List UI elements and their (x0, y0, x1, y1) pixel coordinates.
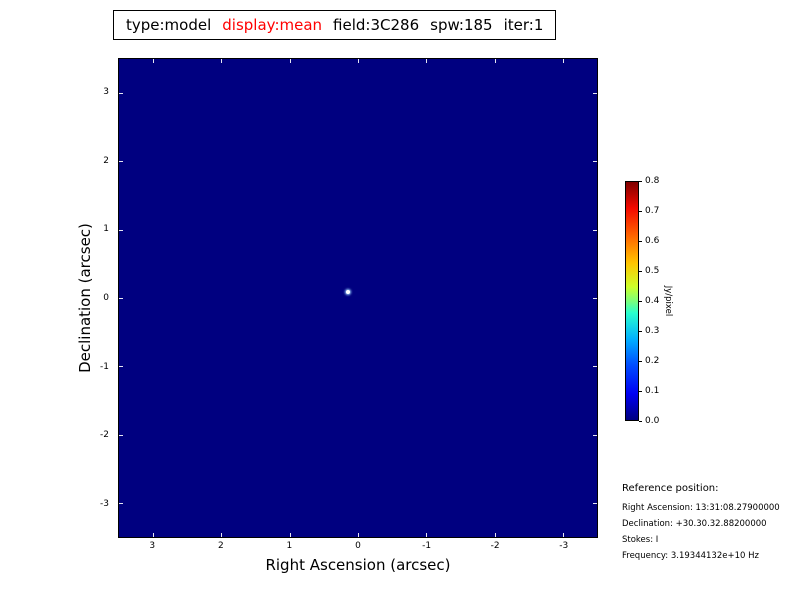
axis-tick-mark (426, 533, 428, 537)
axis-tick-mark (426, 59, 428, 63)
axis-tick-mark (119, 229, 123, 231)
x-tick-label: -3 (559, 541, 569, 551)
y-tick-label: 3 (103, 87, 109, 98)
axis-tick-mark (221, 533, 223, 537)
axis-tick-mark (153, 533, 155, 537)
plot-title-box: type:model display:mean field:3C286 spw:185… (113, 10, 557, 40)
point-source (345, 290, 350, 295)
y-tick-label: -3 (100, 498, 109, 509)
axis-tick-mark (593, 298, 597, 299)
axis-tick-mark (153, 59, 155, 63)
colorbar-tick-mark (639, 421, 642, 422)
y-tick-label: -1 (100, 361, 109, 372)
colorbar (625, 181, 639, 421)
y-tick-label: 2 (103, 155, 109, 166)
colorbar-tick-mark (639, 181, 642, 182)
axis-tick-mark (593, 229, 597, 231)
axis-tick-mark (494, 59, 496, 63)
title-type: type:model (126, 16, 212, 34)
colorbar-tick-mark (639, 271, 642, 272)
colorbar-tick-label: 0.5 (645, 266, 660, 276)
axis-tick-mark (358, 533, 359, 537)
axis-tick-mark (289, 533, 291, 537)
colorbar-tick-labels: 0.8 0.7 0.6 0.5 0.4 0.3 0.2 0.1 0.0 (645, 176, 679, 426)
colorbar-tick-mark (639, 211, 642, 212)
axis-tick-mark (119, 434, 123, 436)
reference-heading: Reference position: (622, 483, 719, 494)
colorbar-tick-mark (639, 241, 642, 242)
colorbar-tick-label: 0.8 (645, 176, 660, 186)
colorbar-unit-label: Jy/pixel (663, 285, 673, 317)
reference-frequency: Frequency: 3.19344132e+10 Hz (622, 551, 759, 561)
axis-tick-mark (358, 59, 359, 63)
colorbar-tick-label: 0.6 (645, 236, 660, 246)
title-iter: iter:1 (503, 16, 544, 34)
x-tick-label: 3 (149, 541, 156, 551)
axis-tick-mark (119, 366, 123, 368)
y-axis-tick-labels: 3 2 1 0 -1 -2 -3 (70, 58, 114, 538)
title-display: display:mean (222, 16, 323, 34)
colorbar-tick-mark (639, 361, 642, 362)
colorbar-tick-label: 0.3 (645, 326, 660, 336)
x-axis-label: Right Ascension (arcsec) (265, 556, 451, 574)
colorbar-tick-label: 0.7 (645, 206, 660, 216)
reference-dec: Declination: +30.30.32.88200000 (622, 519, 767, 529)
axis-tick-mark (593, 366, 597, 368)
axis-tick-mark (119, 93, 123, 95)
colorbar-tick-label: 0.1 (645, 386, 660, 396)
axis-tick-mark (494, 533, 496, 537)
axis-tick-mark (593, 93, 597, 95)
reference-position-block: Reference position: Right Ascension: 13:… (622, 483, 794, 564)
axis-tick-mark (593, 161, 597, 163)
title-spw: spw:185 (430, 16, 493, 34)
x-tick-label: -1 (422, 541, 432, 551)
reference-stokes: Stokes: I (622, 535, 659, 545)
x-tick-label: 1 (286, 541, 293, 551)
y-axis-label: Declination (arcsec) (76, 223, 94, 373)
colorbar-tick-label: 0.0 (645, 416, 660, 426)
axis-tick-mark (593, 434, 597, 436)
axis-tick-mark (289, 59, 291, 63)
axis-tick-mark (119, 161, 123, 163)
x-axis-tick-labels: 3 2 1 0 -1 -2 -3 (118, 541, 598, 553)
y-tick-label: 1 (103, 224, 109, 235)
colorbar-tick-label: 0.4 (645, 296, 660, 306)
colorbar-tick-label: 0.2 (645, 356, 660, 366)
colorbar-tick-mark (639, 301, 642, 302)
title-field: field:3C286 (333, 16, 420, 34)
axis-tick-mark (221, 59, 223, 63)
reference-ra: Right Ascension: 13:31:08.27900000 (622, 503, 780, 513)
y-tick-label: 0 (103, 293, 109, 303)
plot-area (118, 58, 598, 538)
axis-tick-mark (119, 502, 123, 504)
colorbar-tick-mark (639, 391, 642, 392)
axis-tick-mark (593, 502, 597, 504)
colorbar-tick-mark (639, 331, 642, 332)
x-tick-label: 2 (217, 541, 224, 551)
x-tick-label: -2 (490, 541, 500, 551)
y-tick-label: -2 (100, 430, 109, 441)
axis-tick-mark (119, 298, 123, 299)
x-tick-label: 0 (355, 541, 361, 551)
axis-tick-mark (562, 59, 564, 63)
axis-tick-mark (562, 533, 564, 537)
